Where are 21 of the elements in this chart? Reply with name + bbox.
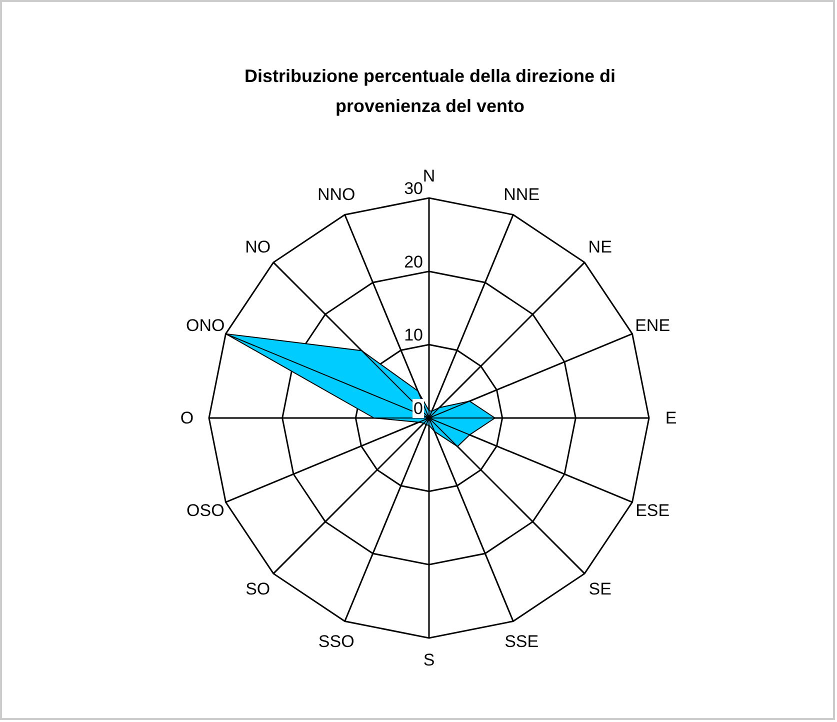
y-tick-label: 20	[404, 252, 423, 272]
spoke-label: O	[180, 408, 194, 428]
y-tick-label: 0	[414, 399, 423, 418]
spoke-label: OSO	[186, 501, 224, 520]
spoke-label: N	[422, 166, 436, 186]
spoke-label: SO	[246, 580, 270, 599]
spoke-label: NNE	[504, 184, 540, 204]
spoke-label: NO	[245, 237, 271, 256]
spoke-label: ONO	[186, 316, 225, 335]
y-tick-label: 30	[404, 179, 423, 198]
spoke-label: SSE	[504, 632, 539, 652]
spoke-label: E	[665, 408, 677, 428]
y-tick-label: 10	[404, 326, 423, 345]
spoke-label: NNO	[318, 184, 356, 204]
spoke-label: SE	[588, 580, 612, 599]
spoke-label: ENE	[635, 316, 670, 335]
spoke-label: S	[423, 650, 435, 670]
spoke-label: SSO	[318, 632, 354, 652]
chart-title: Distribuzione percentuale della direzione di provenienza del vento	[244, 66, 616, 116]
spoke-label: ESE	[636, 501, 670, 520]
spoke-label: NE	[588, 237, 612, 256]
